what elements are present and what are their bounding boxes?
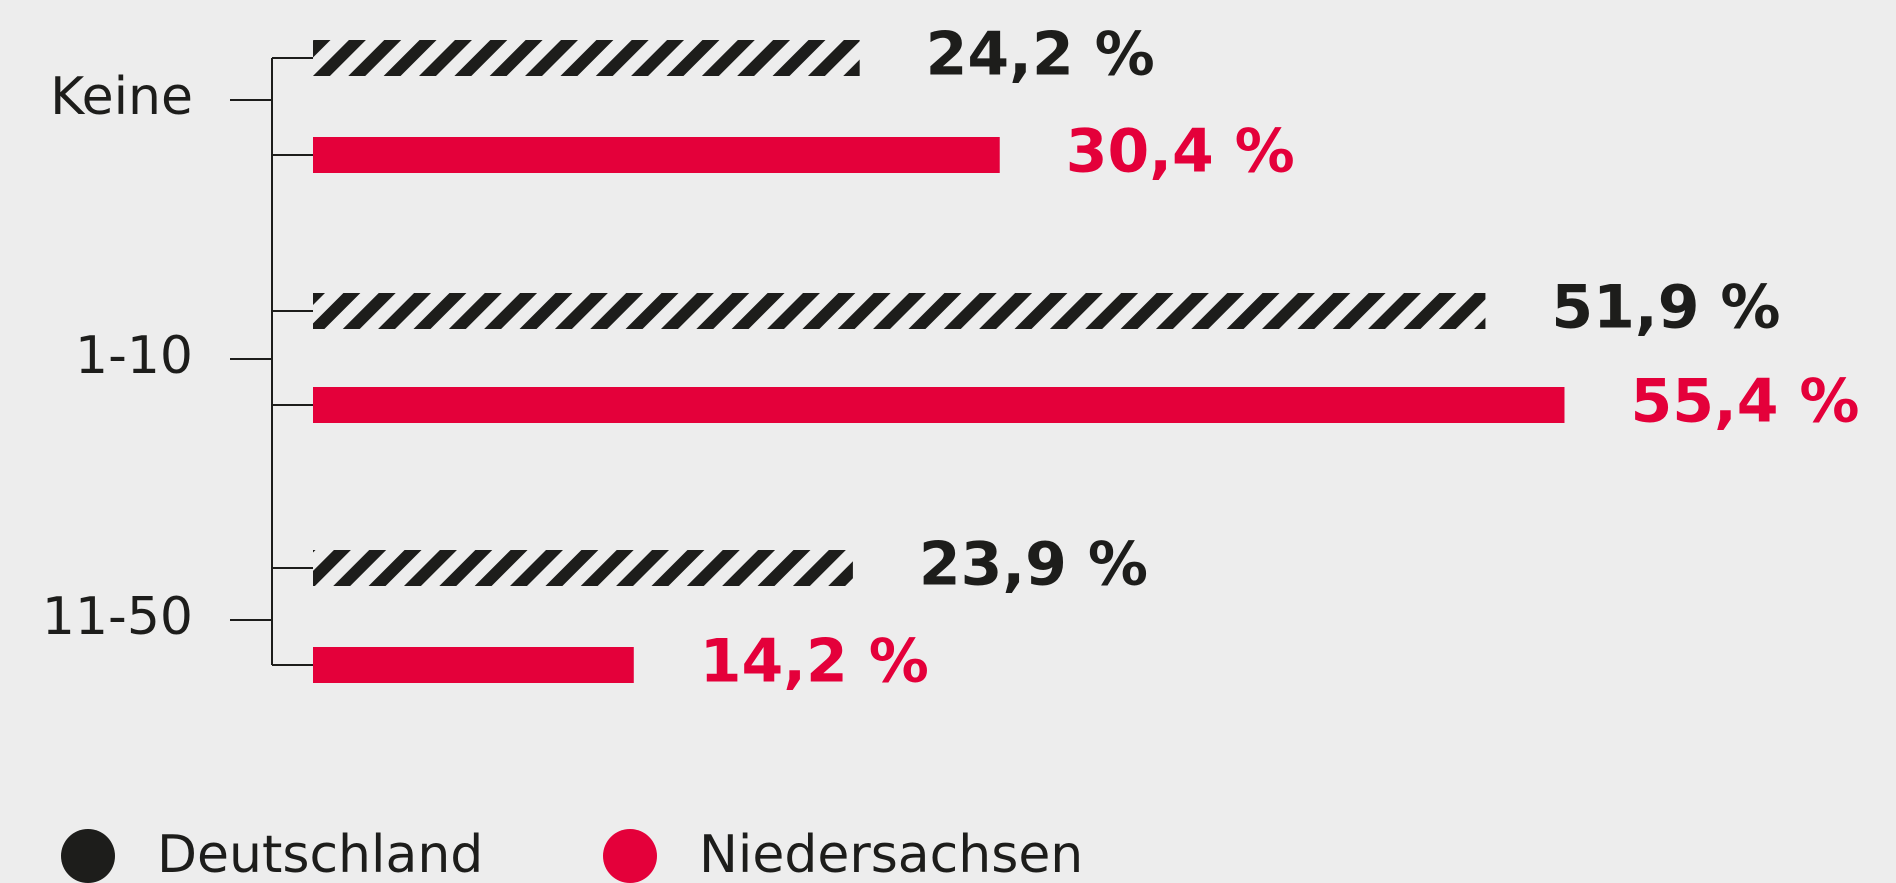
category-label: 11-50 [42,587,193,647]
bar [313,293,1486,329]
bar [313,550,853,586]
value-label: 30,4 % [1066,117,1295,187]
bar [313,647,634,683]
bar [313,387,1565,423]
value-label: 24,2 % [926,20,1155,90]
legend-swatch [61,829,115,883]
legend-label: Niedersachsen [699,825,1083,883]
legend-swatch [603,829,657,883]
value-label: 55,4 % [1630,367,1859,437]
value-label: 51,9 % [1551,273,1780,343]
category-label: Keine [50,67,193,127]
bar [313,137,1000,173]
legend-label: Deutschland [157,825,483,883]
value-label: 23,9 % [919,530,1148,600]
bar [313,40,860,76]
category-label: 1-10 [75,326,193,386]
value-label: 14,2 % [700,627,929,697]
